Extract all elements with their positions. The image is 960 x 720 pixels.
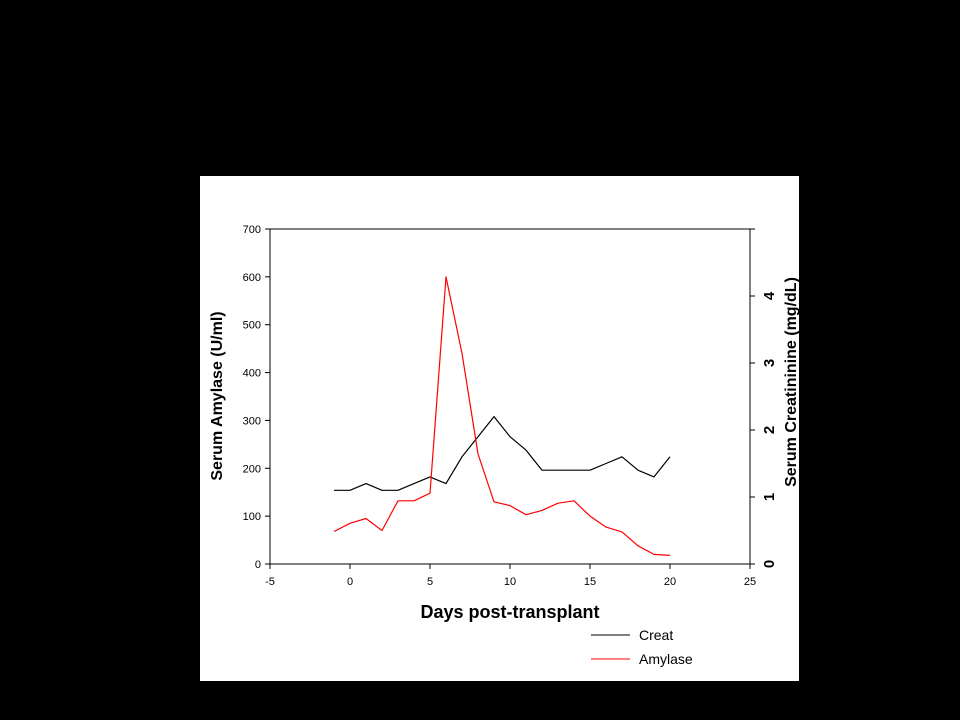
x-tick-label: 15 [584, 576, 596, 588]
y-tick-label: 700 [243, 224, 261, 236]
y2-tick-label: 4 [761, 291, 778, 300]
y-tick-label: 0 [255, 559, 261, 571]
y2-axis-title: Serum Creatininine (mg/dL) [783, 277, 799, 487]
y2-tick-label: 2 [761, 426, 778, 434]
x-tick-label: 0 [347, 576, 353, 588]
x-tick-label: 5 [427, 576, 433, 588]
y-axis-title: Serum Amylase (U/ml) [209, 311, 226, 480]
y2-tick-label: 0 [761, 560, 778, 568]
y-tick-label: 400 [243, 368, 261, 380]
y-axis-ticks: 0 100 200 300 400 500 600 700 [243, 224, 270, 571]
y2-tick-label: 1 [761, 493, 778, 501]
y-tick-label: 100 [243, 511, 261, 523]
x-axis-ticks: -5 0 5 10 15 20 25 [265, 564, 756, 588]
y-tick-label: 300 [243, 415, 261, 427]
line-chart: -5 0 5 10 15 20 25 0 100 200 300 400 500 600 700 0 1 2 3… [209, 224, 799, 667]
legend: Creat Amylase [591, 627, 693, 667]
x-tick-label: 20 [664, 576, 676, 588]
chart-panel: -5 0 5 10 15 20 25 0 100 200 300 400 500 600 700 0 1 2 3… [200, 176, 799, 681]
legend-label-creat: Creat [639, 627, 673, 643]
x-axis-title: Days post-transplant [420, 602, 599, 622]
plot-area-frame [269, 228, 751, 565]
y-tick-label: 200 [243, 463, 261, 475]
legend-label-amylase: Amylase [639, 651, 693, 667]
y2-axis-ticks: 0 1 2 3 4 [750, 228, 778, 568]
series-lines [333, 276, 671, 556]
y-tick-label: 600 [243, 272, 261, 284]
x-tick-label: 10 [504, 576, 516, 588]
y2-tick-label: 3 [761, 359, 778, 367]
x-tick-label: -5 [265, 576, 275, 588]
y-tick-label: 500 [243, 320, 261, 332]
series-line-creat [334, 416, 671, 491]
x-tick-label: 25 [744, 576, 756, 588]
series-line-amylase [333, 276, 671, 556]
